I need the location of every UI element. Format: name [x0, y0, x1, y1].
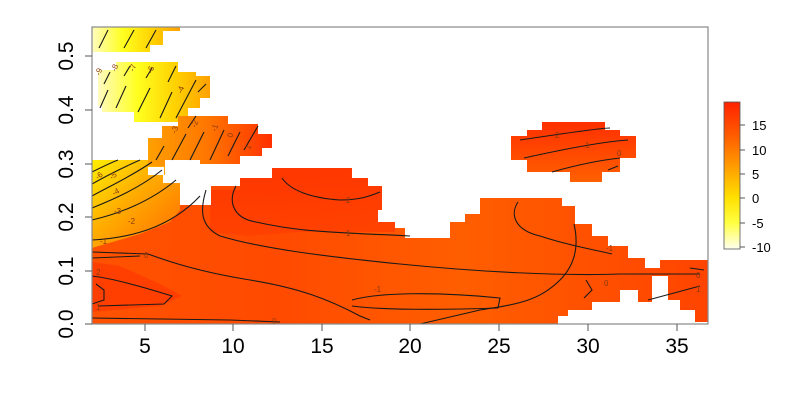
top-left-region	[92, 27, 180, 52]
svg-text:0: 0	[225, 131, 235, 139]
legend-tick-label: -5	[752, 216, 764, 231]
legend-tick-label: 15	[752, 118, 766, 133]
legend-colorbar	[723, 101, 741, 250]
svg-text:0: 0	[617, 149, 622, 158]
gap-cell	[183, 183, 211, 205]
svg-text:2: 2	[96, 268, 101, 277]
svg-text:0: 0	[604, 279, 609, 288]
legend-tick-label: 5	[752, 167, 759, 182]
legend-tick-label: 0	[752, 191, 759, 206]
y-tick-label: 0.5	[55, 41, 78, 70]
y-tick-labels: 0.0 0.1 0.2 0.3 0.4 0.5	[55, 41, 78, 338]
svg-text:-4: -4	[175, 84, 186, 94]
svg-text:-7: -7	[127, 62, 138, 72]
svg-text:-6: -6	[145, 64, 156, 74]
svg-text:1: 1	[346, 229, 351, 238]
y-tick-label: 0.0	[55, 309, 78, 338]
x-tick-label: 15	[310, 335, 333, 358]
svg-text:2: 2	[555, 131, 560, 140]
svg-text:1: 1	[696, 285, 701, 294]
svg-text:-1: -1	[100, 237, 108, 246]
plot-frame	[91, 26, 709, 325]
x-tick-label: 35	[665, 335, 688, 358]
svg-text:-9: -9	[93, 66, 104, 76]
left-hot-core	[92, 262, 182, 312]
upper-middle-region	[148, 116, 272, 166]
legend-tick-label: -10	[752, 240, 771, 255]
svg-text:1: 1	[585, 141, 590, 150]
y-tick-label: 0.1	[55, 256, 78, 285]
x-tick-labels: 5 10 15 20 25 30 35	[139, 335, 689, 358]
svg-text:0: 0	[696, 271, 701, 280]
legend-tick-label: 10	[752, 143, 766, 158]
svg-text:2: 2	[346, 196, 351, 205]
svg-text:1: 1	[96, 303, 101, 312]
contour-lines	[91, 29, 705, 325]
svg-text:0: 0	[144, 251, 149, 260]
contour-labels: -9 -8 -7 -6 -4 -3 -2 -1 0 1 -6 -5 -4 -3 …	[93, 62, 701, 326]
y-axis	[85, 55, 92, 325]
svg-text:-6: -6	[94, 170, 106, 182]
svg-text:-4: -4	[111, 186, 122, 198]
svg-text:-3: -3	[114, 207, 122, 216]
svg-text:-3: -3	[169, 124, 180, 134]
y-tick-label: 0.2	[55, 202, 78, 231]
x-tick-label: 5	[139, 335, 151, 358]
svg-text:-2: -2	[128, 217, 136, 226]
y-tick-label: 0.4	[55, 95, 78, 125]
x-tick-label: 10	[221, 335, 244, 358]
x-tick-label: 20	[398, 335, 421, 358]
y-tick-label: 0.3	[55, 149, 78, 178]
heatmap-cells	[92, 27, 708, 324]
svg-text:-1: -1	[374, 285, 382, 294]
svg-text:-8: -8	[109, 62, 120, 72]
svg-text:-5: -5	[108, 170, 120, 182]
x-axis	[144, 324, 678, 331]
x-tick-label: 25	[487, 335, 510, 358]
svg-text:-2: -2	[189, 118, 200, 128]
color-legend: 15 10 5 0 -5 -10	[723, 101, 771, 255]
hot-lobe-region	[210, 168, 395, 236]
gap-cell	[148, 167, 164, 175]
gap-cell	[163, 175, 181, 183]
svg-text:1: 1	[243, 143, 253, 151]
x-tick-label: 30	[576, 335, 599, 358]
svg-text:0: 0	[272, 317, 277, 326]
svg-text:-1: -1	[209, 122, 220, 132]
svg-text:-1: -1	[606, 244, 614, 253]
